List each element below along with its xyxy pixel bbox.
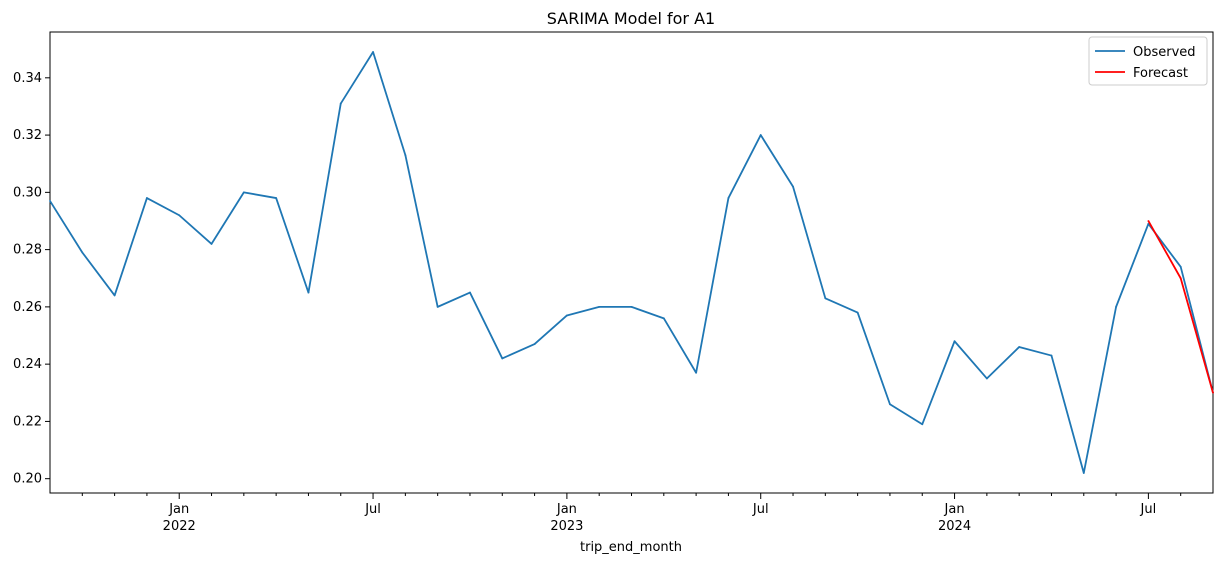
observed-data-point [1050,354,1053,357]
observed-data-point [178,214,181,217]
observed-data-point [1082,472,1085,474]
forecast-data-point [1212,391,1214,394]
y-tick-label: 0.20 [13,472,42,487]
legend-box [1088,36,1208,86]
observed-data-point [565,314,568,317]
observed-data-point [695,371,698,374]
x-tick-label-year: 2024 [938,519,971,534]
observed-data-point [985,377,988,380]
y-tick-label: 0.32 [13,128,42,143]
observed-data-point [210,242,213,245]
observed-data-point [889,403,891,406]
observed-data-point [49,200,51,202]
x-tick-label-month: Jan [168,502,189,517]
observed-data-point [436,305,439,308]
observed-data-point [598,305,601,308]
y-tick-label: 0.34 [13,71,42,86]
observed-data-point [1115,305,1117,308]
x-tick-label-year: 2023 [550,519,583,534]
x-tick-label-year: 2022 [163,519,196,534]
observed-data-point [146,197,148,199]
x-tick-label-month: Jan [556,502,577,517]
y-tick-label: 0.30 [13,185,42,200]
observed-data-point [404,154,407,157]
observed-data-point [727,197,730,199]
observed-data-point [113,294,116,297]
plot-area-frame [49,31,1214,494]
observed-data-point [824,297,827,300]
y-tick-label: 0.28 [13,243,42,258]
observed-data-point [275,197,278,199]
observed-data-point [1018,346,1021,348]
x-tick-label-month: Jul [1140,502,1157,517]
observed-data-point [81,251,84,254]
observed-data-point [469,291,471,294]
observed-data-point [630,305,633,308]
observed-data-point [307,291,310,294]
y-tick-label: 0.22 [13,414,42,429]
chart-title: SARIMA Model for A1 [547,9,715,28]
observed-data-point [242,191,245,194]
observed-data-point [533,343,536,346]
forecast-series-line [1147,220,1214,394]
forecast-data-point [1147,220,1150,222]
legend-label-observed: Observed [1133,45,1196,60]
x-tick-label-month: Jul [364,502,381,517]
observed-data-point [921,423,924,426]
observed-data-point [856,311,859,314]
y-tick-label: 0.26 [13,300,42,315]
x-tick-label-month: Jan [944,502,965,517]
observed-data-point [792,185,794,188]
x-axis-label: trip_end_month [580,540,682,555]
observed-series-line [49,51,1214,474]
forecast-data-point [1179,277,1182,280]
observed-data-point [1179,265,1182,268]
observed-data-point [501,357,504,360]
x-tick-label-month: Jul [752,502,769,517]
observed-data-point [372,51,374,53]
legend-label-forecast: Forecast [1133,66,1188,81]
observed-data-point [759,134,762,136]
y-tick-label: 0.24 [13,357,42,372]
observed-data-point [953,340,956,343]
observed-data-point [339,102,342,105]
observed-data-point [662,317,665,320]
